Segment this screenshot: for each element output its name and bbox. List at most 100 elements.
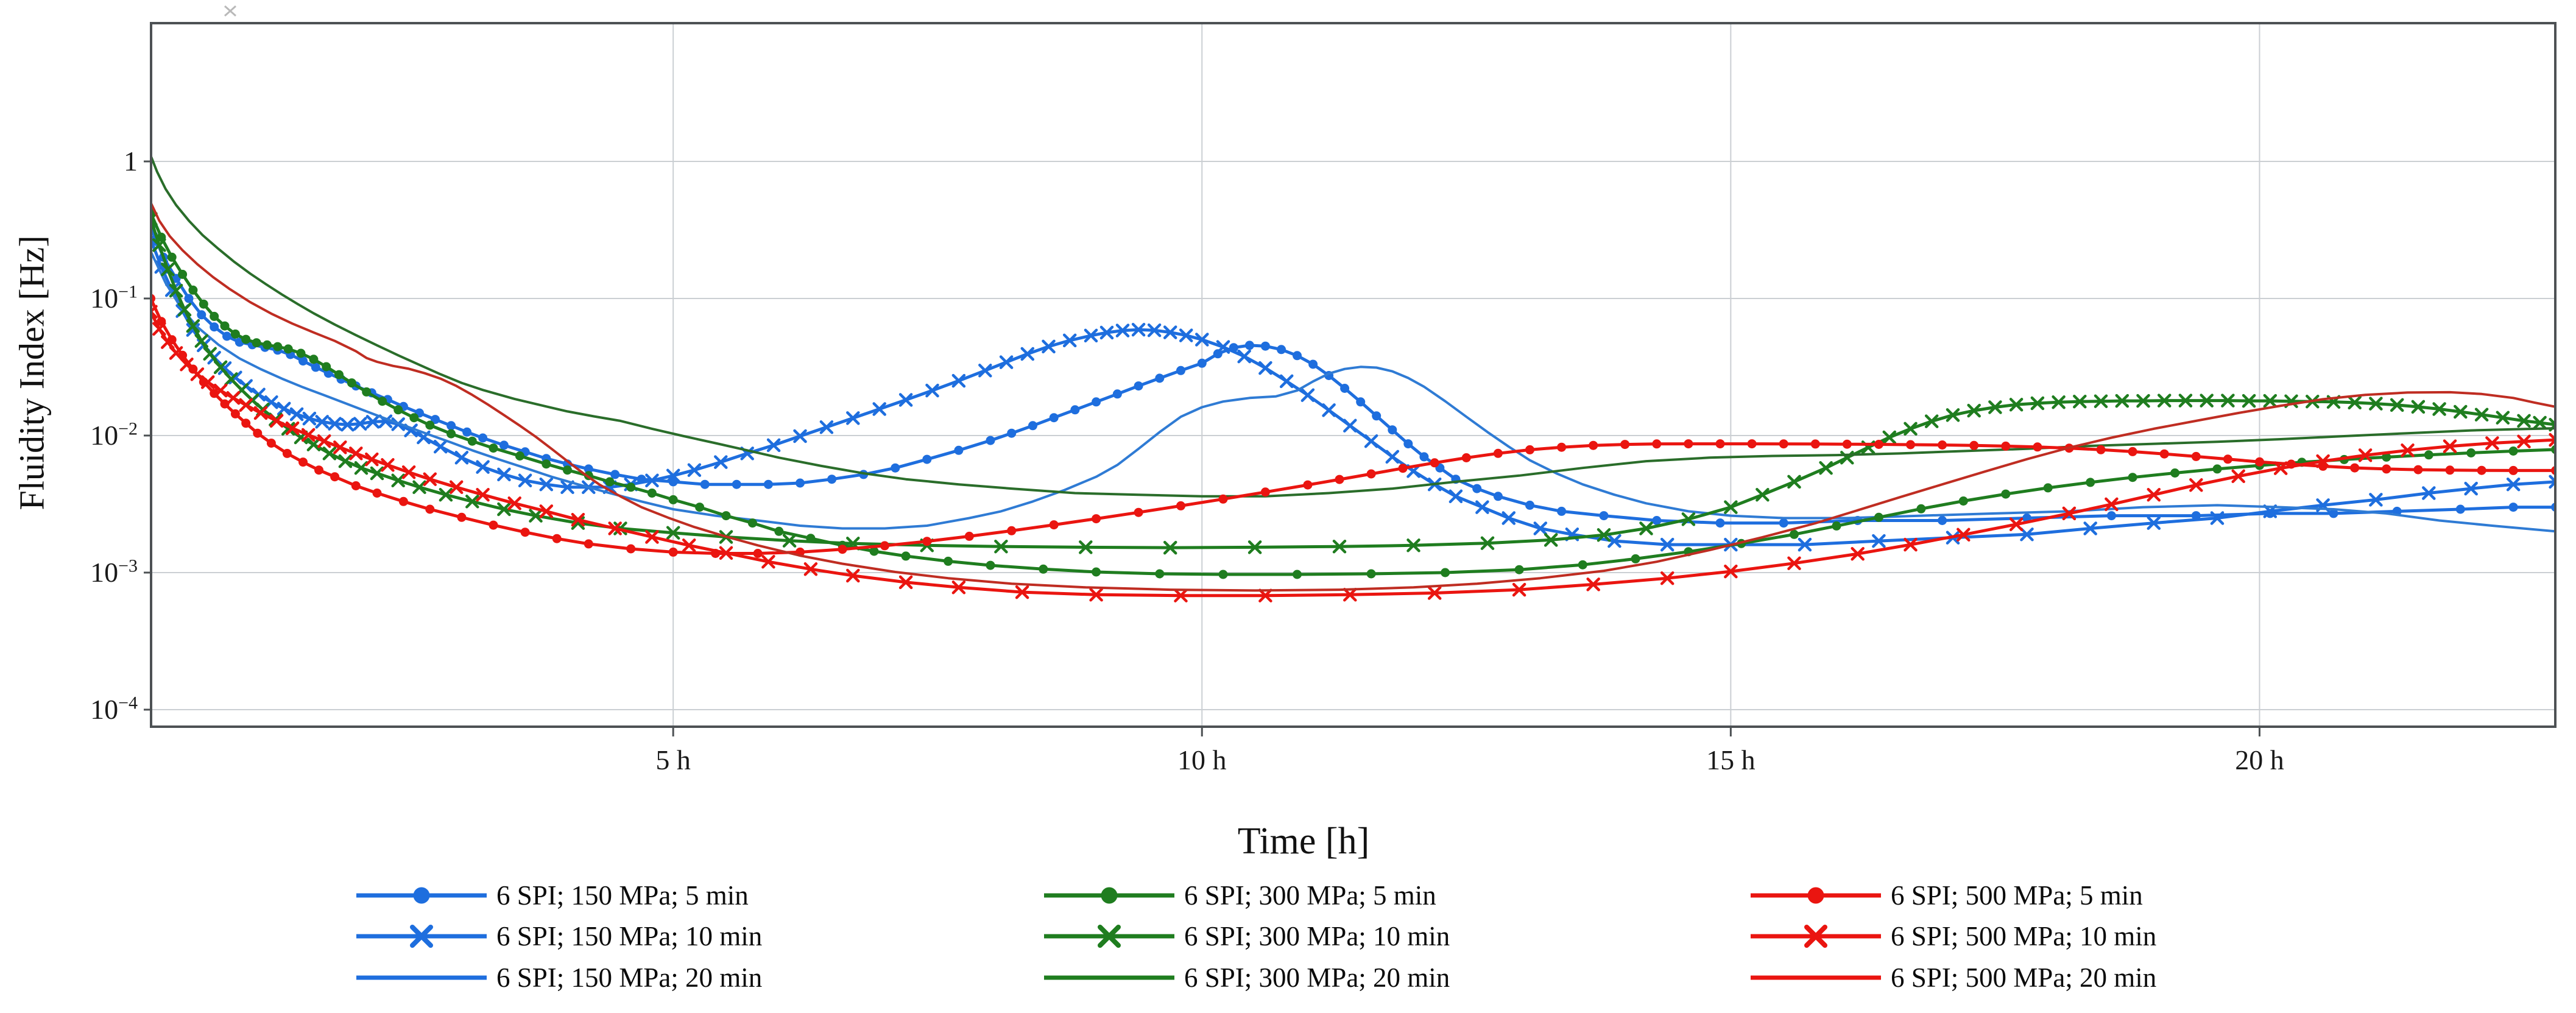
x-tick-label: 5 h: [655, 744, 691, 775]
dot-marker-icon: [986, 560, 995, 570]
legend-item-5: 6 SPI; 300 MPa; 20 min: [1043, 958, 1450, 998]
legend-item-3: 6 SPI; 300 MPa; 5 min: [1043, 875, 1436, 916]
dot-marker-icon: [1684, 439, 1693, 449]
dot-marker-icon: [2106, 511, 2116, 521]
legend-item-6: 6 SPI; 500 MPa; 5 min: [1749, 875, 2143, 916]
dot-marker-icon: [1832, 521, 1841, 531]
dot-marker-icon: [2382, 452, 2391, 462]
dot-marker-icon: [309, 355, 319, 364]
dot-marker-icon: [668, 495, 678, 504]
dot-marker-icon: [1514, 565, 1524, 574]
dot-marker-icon: [626, 544, 636, 554]
dot-marker-icon: [2128, 473, 2137, 482]
dot-marker-icon: [1874, 440, 1883, 449]
legend-item-4: 6 SPI; 300 MPa; 10 min: [1043, 916, 1450, 956]
dot-marker-icon: [425, 420, 435, 430]
series-3: [151, 208, 2555, 579]
y-tick-base: 10: [90, 420, 119, 451]
dot-marker-icon: [446, 421, 456, 431]
dot-marker-icon: [880, 541, 889, 551]
dot-marker-icon: [1589, 440, 1598, 450]
legend-item-0: 6 SPI; 150 MPa; 5 min: [355, 875, 749, 916]
y-tick-label: 10−2: [22, 417, 138, 454]
dot-marker-icon: [1525, 500, 1534, 510]
dot-marker-icon: [922, 454, 932, 464]
dot-marker-icon: [178, 269, 188, 279]
y-tick-base: 1: [124, 146, 138, 177]
dot-marker-icon: [610, 470, 620, 479]
dot-marker-icon: [1366, 569, 1376, 579]
legend-item-8: 6 SPI; 500 MPa; 20 min: [1749, 958, 2156, 998]
dot-marker-icon: [210, 322, 219, 332]
dot-marker-icon: [220, 399, 230, 409]
dot-marker-icon: [1461, 453, 1471, 462]
dot-marker-icon: [311, 362, 320, 372]
dot-marker-icon: [2128, 446, 2137, 456]
dot-marker-icon: [2001, 489, 2011, 499]
dot-marker-icon: [314, 465, 323, 475]
dot-marker-icon: [1049, 520, 1059, 530]
dot-marker-icon: [330, 472, 340, 482]
dot-marker-icon: [1430, 458, 1439, 468]
dot-marker-icon: [753, 549, 763, 558]
dot-marker-icon: [964, 531, 974, 541]
dot-marker-icon: [721, 511, 731, 521]
dot-marker-icon: [1218, 494, 1228, 504]
dot-marker-icon: [1493, 448, 1503, 458]
dot-marker-icon: [668, 547, 678, 557]
dot-marker-icon: [1049, 413, 1059, 423]
dot-marker-icon: [2455, 504, 2465, 514]
dot-marker-icon: [372, 489, 382, 498]
dot-marker-icon: [431, 415, 440, 425]
dot-marker-icon: [1906, 440, 1915, 450]
dot-marker-icon: [1134, 507, 1143, 517]
dot-marker-icon: [489, 443, 498, 453]
dot-marker-icon: [263, 340, 272, 350]
dot-marker-icon: [2033, 442, 2042, 452]
dot-marker-icon: [1599, 511, 1609, 521]
dot-marker-icon: [1134, 381, 1143, 391]
dot-marker-icon: [2445, 465, 2455, 475]
dot-marker-icon: [446, 429, 456, 439]
dot-marker-icon: [2191, 511, 2201, 521]
dot-marker-icon: [222, 331, 231, 341]
y-tick-exponent: −1: [118, 281, 138, 302]
dot-marker-icon: [732, 479, 741, 489]
dot-marker-icon: [1335, 475, 1344, 484]
dot-marker-icon: [1779, 439, 1788, 449]
y-tick-label: 10−1: [22, 280, 138, 317]
dot-marker-icon: [2255, 457, 2264, 467]
dot-marker-icon: [584, 464, 593, 474]
dot-marker-icon: [478, 433, 488, 443]
axis-border: [150, 22, 2557, 728]
x-marker-icon: [151, 305, 2555, 602]
dot-marker-icon: [2350, 463, 2360, 473]
dot-marker-icon: [210, 311, 219, 321]
legend-label: 6 SPI; 150 MPa; 20 min: [496, 962, 763, 993]
series-line: [151, 250, 2555, 533]
dot-marker-icon: [298, 457, 308, 467]
dot-marker-icon: [467, 436, 477, 446]
dot-marker-icon: [1525, 445, 1534, 454]
y-tick-base: 10: [90, 694, 119, 725]
dot-marker-icon: [2382, 464, 2391, 474]
legend-line-icon: [356, 975, 487, 980]
dot-marker-icon: [241, 418, 251, 428]
legend-line-dot-icon: [356, 887, 487, 904]
dot-marker-icon: [954, 445, 964, 455]
y-tick-exponent: −3: [118, 556, 138, 576]
dot-marker-icon: [1260, 487, 1270, 497]
legend-label: 6 SPI; 500 MPa; 20 min: [1891, 962, 2157, 993]
dot-marker-icon: [199, 299, 208, 309]
x-tick-label: 15 h: [1706, 744, 1756, 775]
dot-marker-icon: [1155, 373, 1165, 383]
dot-marker-icon: [282, 448, 292, 458]
dot-marker-icon: [499, 440, 509, 450]
legend-line-x-icon: [356, 925, 487, 948]
dot-marker-icon: [1747, 439, 1757, 449]
dot-marker-icon: [515, 451, 524, 461]
x-axis-title: Time [h]: [1237, 821, 1370, 862]
axis-ticks: [144, 160, 2260, 736]
dot-marker-icon: [1557, 506, 1567, 516]
dot-marker-icon: [1441, 568, 1450, 577]
